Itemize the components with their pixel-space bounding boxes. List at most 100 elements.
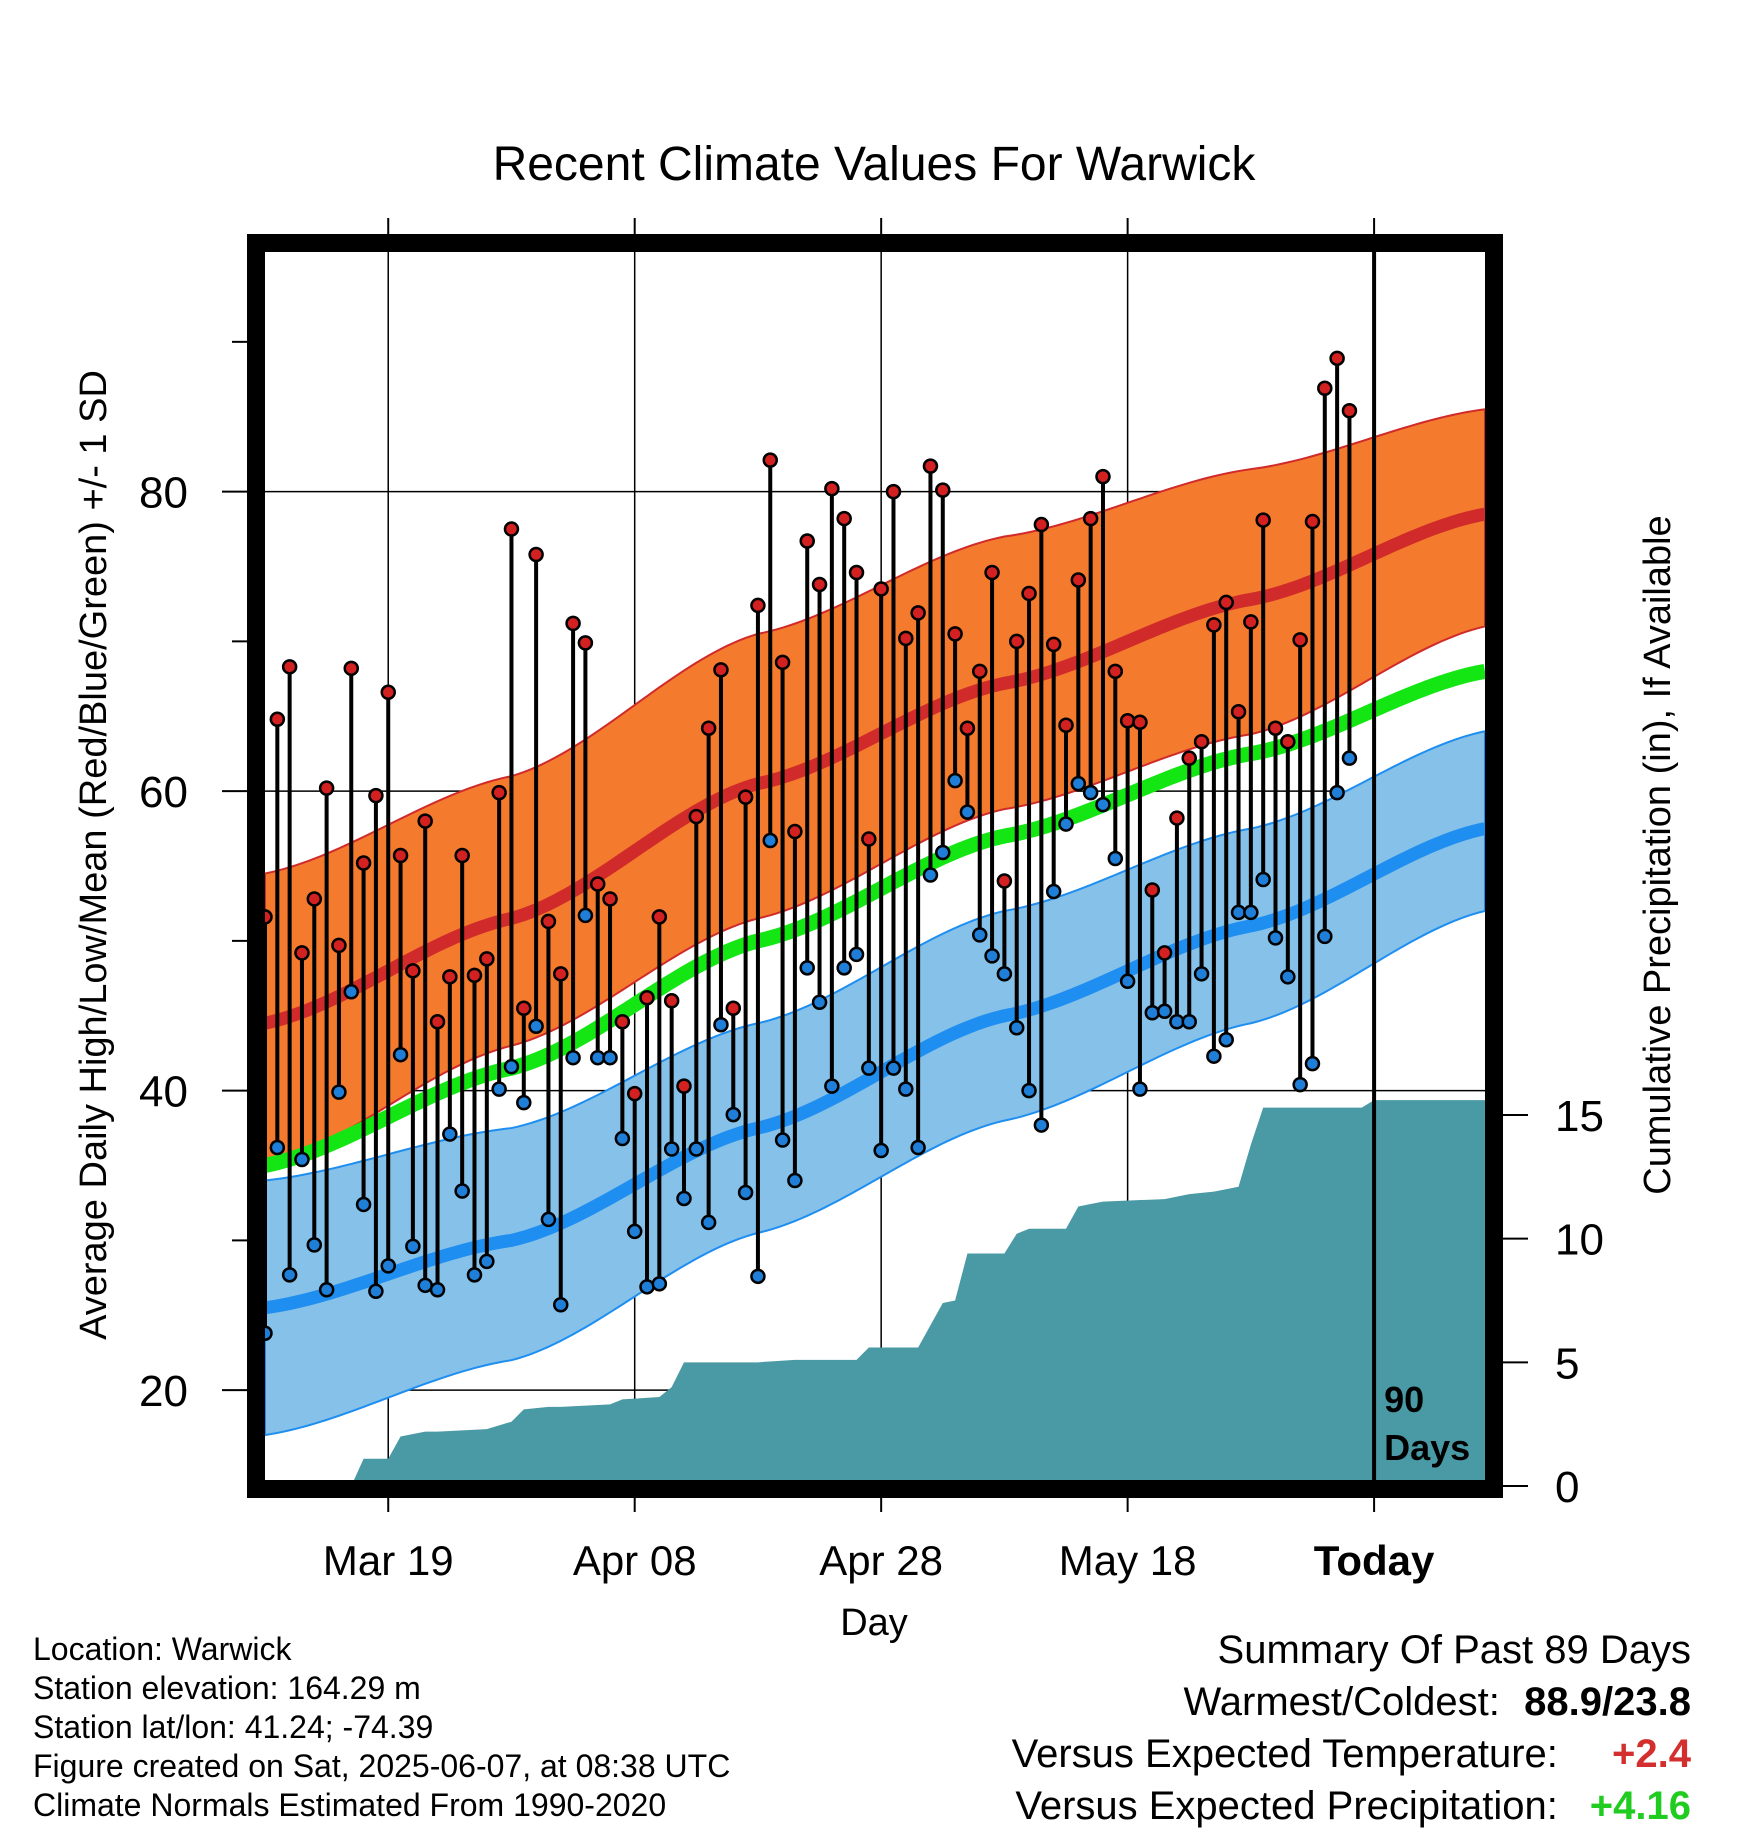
high-point bbox=[1206, 617, 1222, 633]
warmest-coldest-label: Warmest/Coldest: bbox=[1183, 1680, 1500, 1724]
low-point bbox=[503, 1058, 520, 1075]
low-point bbox=[836, 960, 852, 976]
low-point bbox=[491, 1081, 507, 1097]
plot-frame bbox=[247, 234, 1503, 1498]
high-point bbox=[1280, 733, 1296, 750]
low-point bbox=[984, 948, 1000, 964]
high-point bbox=[479, 951, 495, 967]
low-point bbox=[762, 832, 779, 849]
low-point bbox=[1119, 973, 1136, 990]
high-point bbox=[700, 720, 717, 736]
low-point bbox=[873, 1142, 889, 1159]
high-point bbox=[676, 1078, 692, 1094]
high-point bbox=[1119, 712, 1136, 729]
low-point bbox=[1082, 784, 1099, 801]
low-point bbox=[676, 1190, 692, 1207]
low-point bbox=[885, 1060, 902, 1076]
high-point bbox=[824, 480, 840, 497]
high-point bbox=[306, 891, 323, 907]
x-tick-label: May 18 bbox=[1059, 1537, 1197, 1584]
high-point bbox=[922, 458, 939, 474]
low-point bbox=[466, 1267, 483, 1283]
high-point bbox=[1008, 633, 1025, 650]
high-point bbox=[429, 1013, 446, 1030]
high-point bbox=[935, 482, 951, 498]
low-point bbox=[442, 1126, 458, 1142]
low-point bbox=[392, 1046, 409, 1063]
high-point bbox=[959, 720, 976, 736]
high-point bbox=[626, 1085, 643, 1102]
high-point bbox=[750, 597, 766, 614]
high-point bbox=[1033, 516, 1050, 533]
low-point bbox=[528, 1018, 544, 1034]
high-point bbox=[1181, 750, 1197, 766]
low-point bbox=[700, 1214, 717, 1231]
high-point bbox=[454, 847, 470, 864]
high-point bbox=[762, 452, 779, 468]
x-tick-label: Mar 19 bbox=[323, 1537, 454, 1584]
x-tick-label: Today bbox=[1314, 1537, 1435, 1584]
low-point bbox=[1267, 930, 1284, 946]
low-point bbox=[1255, 871, 1271, 888]
high-point bbox=[1045, 636, 1062, 653]
summary-heading: Summary Of Past 89 Days bbox=[1217, 1628, 1691, 1672]
high-point bbox=[269, 711, 286, 727]
high-point bbox=[318, 780, 335, 796]
high-point bbox=[577, 635, 594, 651]
low-point bbox=[737, 1184, 754, 1201]
low-point bbox=[1132, 1081, 1148, 1097]
high-point bbox=[491, 784, 507, 801]
high-point bbox=[442, 969, 458, 985]
high-point bbox=[1058, 717, 1074, 733]
low-point bbox=[589, 1049, 606, 1066]
low-point bbox=[1095, 796, 1111, 813]
low-point bbox=[725, 1106, 742, 1123]
low-point bbox=[1156, 1003, 1173, 1020]
x-axis-label: Day bbox=[840, 1602, 908, 1644]
low-point bbox=[1193, 966, 1210, 982]
low-point bbox=[553, 1297, 569, 1313]
low-point bbox=[318, 1282, 335, 1298]
high-point bbox=[602, 891, 618, 907]
temp-departure-label: Versus Expected Temperature: bbox=[1011, 1732, 1558, 1776]
high-point bbox=[910, 605, 926, 621]
latlon-text: Station lat/lon: 41.24; -74.39 bbox=[33, 1709, 434, 1745]
high-point bbox=[873, 581, 889, 597]
today-label: 90 bbox=[1384, 1379, 1424, 1420]
warmest-coldest-value: 88.9/23.8 bbox=[1524, 1680, 1691, 1724]
elevation-text: Station elevation: 164.29 m bbox=[33, 1670, 421, 1706]
temp-departure-row: Versus Expected Temperature: +2.4 bbox=[1012, 1728, 1691, 1780]
high-point bbox=[540, 913, 557, 930]
high-point bbox=[713, 662, 729, 678]
high-point bbox=[1292, 632, 1308, 648]
low-point bbox=[1021, 1082, 1037, 1099]
high-point bbox=[774, 654, 791, 671]
low-point bbox=[306, 1237, 323, 1253]
y-tick-label-left: 80 bbox=[139, 469, 188, 518]
high-point bbox=[984, 564, 1000, 581]
low-point bbox=[540, 1211, 557, 1228]
low-point bbox=[1218, 1031, 1234, 1048]
high-point bbox=[1082, 510, 1099, 527]
low-point bbox=[355, 1196, 372, 1213]
high-point bbox=[725, 1000, 742, 1017]
summary-panel: Summary Of Past 89 Days Warmest/Coldest:… bbox=[1012, 1624, 1691, 1832]
low-point bbox=[1280, 969, 1296, 985]
high-point bbox=[688, 808, 705, 825]
low-point bbox=[343, 984, 360, 1000]
low-point bbox=[651, 1276, 668, 1292]
high-point bbox=[368, 787, 384, 804]
precipitation-area bbox=[353, 1100, 1485, 1480]
y-tick-label-right: 15 bbox=[1555, 1092, 1604, 1141]
low-point bbox=[1355, 0, 1368, 7]
low-point bbox=[265, 1325, 273, 1341]
precip-departure-row: Versus Expected Precipitation: +4.16 bbox=[1012, 1780, 1691, 1832]
normals-text: Climate Normals Estimated From 1990-2020 bbox=[33, 1787, 667, 1823]
low-point bbox=[516, 1094, 532, 1111]
chart-title: Recent Climate Values For Warwick bbox=[493, 138, 1257, 191]
low-point bbox=[713, 1016, 729, 1033]
low-point bbox=[663, 1141, 680, 1157]
low-point bbox=[565, 1049, 581, 1066]
high-point bbox=[787, 823, 803, 840]
low-point bbox=[1181, 1013, 1197, 1030]
